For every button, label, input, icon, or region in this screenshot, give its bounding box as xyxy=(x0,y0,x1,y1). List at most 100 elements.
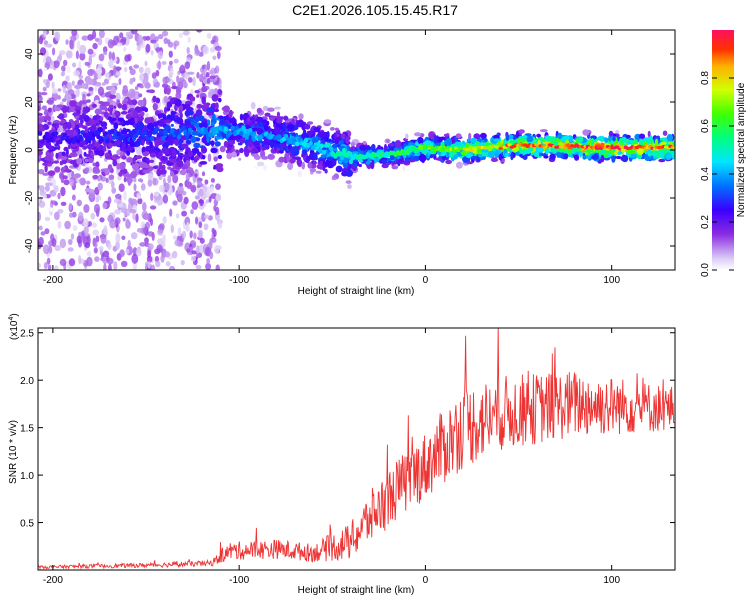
spectrogram-speckle xyxy=(88,221,92,227)
spectrogram-speckle xyxy=(129,68,136,76)
spectrogram-cell xyxy=(193,142,201,149)
spectrogram-speckle xyxy=(68,258,76,267)
snr-x-label: Height of straight line (km) xyxy=(298,585,415,596)
spectrogram-speckle xyxy=(132,262,137,270)
spectrogram-cell xyxy=(126,150,131,156)
spectrogram-speckle xyxy=(60,186,66,197)
spectrogram-cell xyxy=(331,176,337,181)
spectrogram-cell xyxy=(666,134,674,142)
spectrogram-cell xyxy=(124,128,131,133)
spectrogram-speckle xyxy=(114,217,121,225)
spectrogram-cell xyxy=(319,160,324,164)
spectrogram-cell xyxy=(211,113,216,121)
spectrogram-cell xyxy=(109,94,116,99)
spectrogram-speckle xyxy=(52,47,56,56)
spectrogram-speckle xyxy=(146,255,153,263)
spectrogram-speckle xyxy=(102,202,108,210)
spectrogram-cell xyxy=(362,140,367,145)
spectrogram-cell xyxy=(107,116,113,121)
spectrogram-speckle xyxy=(46,43,53,48)
spectrogram-cell xyxy=(324,168,328,174)
spectrogram-speckle xyxy=(65,39,69,45)
spectrogram-cell xyxy=(301,161,306,170)
spectrogram-speckle xyxy=(172,174,179,184)
spectrogram-cell xyxy=(638,138,643,147)
spectrogram-cell xyxy=(333,132,337,140)
spectrogram-speckle xyxy=(120,260,128,268)
spectrogram-cell xyxy=(190,117,194,123)
spectrogram-cell xyxy=(137,99,145,106)
spectrogram-cell xyxy=(154,81,160,88)
spectrogram-cell xyxy=(190,136,197,143)
spectrogram-cell xyxy=(80,100,88,105)
spectrogram-ridge-cell xyxy=(232,130,237,136)
spectrogram-speckle xyxy=(142,202,147,212)
spectrogram-cell xyxy=(86,78,94,85)
spectrogram-speckle xyxy=(117,202,123,208)
spectrogram-speckle xyxy=(54,244,61,252)
spectrogram-speckle xyxy=(57,221,62,229)
spectrogram-speckle xyxy=(47,264,52,270)
spectrogram-cell xyxy=(223,115,227,121)
spectrogram-cell xyxy=(57,95,61,100)
spectrogram-speckle xyxy=(218,84,222,90)
spectrogram-cell xyxy=(171,149,177,157)
spectrogram-cell xyxy=(414,132,422,137)
spectrogram-speckle xyxy=(199,204,205,210)
spectrogram-cell xyxy=(315,170,322,174)
spectrogram-ridge-cell xyxy=(339,155,345,161)
spectrogram-speckle xyxy=(124,54,131,62)
spectrogram-cell xyxy=(84,158,89,163)
spectrogram-cell xyxy=(287,123,295,132)
spectrogram-speckle xyxy=(84,242,91,249)
spectrogram-speckle xyxy=(97,86,105,96)
spectrogram-cell xyxy=(223,140,228,148)
spectrogram-speckle xyxy=(214,245,220,254)
spectrogram-cell xyxy=(133,183,137,192)
spectrogram-speckle xyxy=(91,222,97,228)
spectrogram-speckle xyxy=(84,61,90,66)
spectrogram-speckle xyxy=(107,39,115,49)
spectrogram-speckle xyxy=(51,238,57,247)
colorbar-tick-label: 0.8 xyxy=(700,71,711,85)
spectrogram-cell xyxy=(74,173,81,179)
spectrogram-cell xyxy=(329,126,335,131)
spectrogram-cell xyxy=(117,117,125,122)
spectrogram-cell xyxy=(276,111,280,118)
y-tick-label: 0 xyxy=(24,147,35,153)
spectrogram-cell xyxy=(144,82,151,89)
spectrogram-cell xyxy=(658,148,664,152)
spectrogram-cell xyxy=(164,119,172,123)
spectrogram-cell xyxy=(144,107,149,113)
spectrogram-speckle xyxy=(205,262,212,270)
colorbar-tick-label: 0.6 xyxy=(700,119,711,133)
spectrogram-cell xyxy=(666,153,671,159)
spectrogram-cell xyxy=(201,155,206,160)
spectrogram-cell xyxy=(587,139,593,146)
spectrogram-speckle xyxy=(95,235,100,243)
spectrogram-speckle xyxy=(38,236,44,246)
spectrogram-speckle xyxy=(194,195,200,200)
spectrogram-speckle xyxy=(156,244,163,253)
spectrogram-cell xyxy=(121,103,128,111)
spectrogram-ridge-cell xyxy=(76,138,81,144)
spectrogram-speckle xyxy=(76,40,81,51)
spectrogram-cell xyxy=(283,115,289,121)
spectrogram-speckle xyxy=(165,261,171,267)
spectrogram-cell xyxy=(297,170,302,178)
spectrogram-cell xyxy=(47,145,55,151)
spectrogram-speckle xyxy=(59,258,67,266)
spectrogram-ridge-cell xyxy=(147,132,152,138)
spectrogram-cell xyxy=(146,122,154,130)
spectrogram-cell xyxy=(103,145,106,151)
spectrogram-cell xyxy=(85,153,92,158)
spectrogram-speckle xyxy=(209,75,216,80)
spectrogram-cell xyxy=(153,121,158,127)
spectrogram-cell xyxy=(323,119,332,124)
spectrogram-cell xyxy=(405,158,410,162)
spectrogram-cell xyxy=(154,139,160,148)
spectrogram-cell xyxy=(386,139,390,143)
spectrogram-speckle xyxy=(60,71,65,77)
spectrogram-speckle xyxy=(76,87,80,98)
spectrogram-cell xyxy=(47,121,52,125)
